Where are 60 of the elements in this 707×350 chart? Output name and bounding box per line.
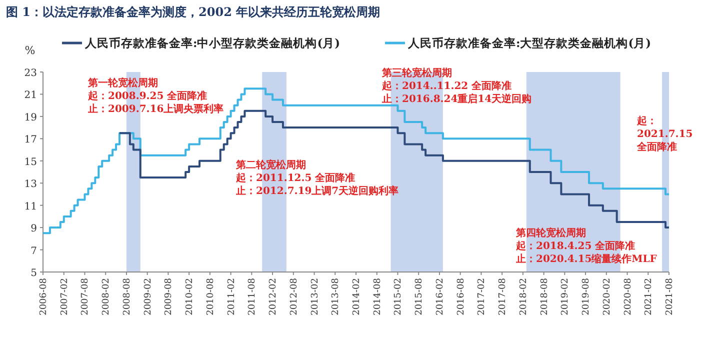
y-tick-label: 9 xyxy=(30,224,37,235)
x-tick-label: 2008-02 xyxy=(102,278,112,316)
x-tick-label: 2011-08 xyxy=(248,278,258,316)
x-tick-label: 2013-08 xyxy=(331,278,342,316)
annotation: 起：2014..11.22 全面降准 xyxy=(381,80,512,92)
x-tick-label: 2017-02 xyxy=(477,278,488,316)
y-tick-label: 11 xyxy=(24,201,37,212)
chart-title: 图 1：以法定存款准备金率为测度，2002 年以来共经历五轮宽松周期 xyxy=(6,5,380,19)
x-tick-label: 2020-02 xyxy=(602,278,612,316)
x-tick-label: 2021-08 xyxy=(665,278,675,316)
x-tick-label: 2018-08 xyxy=(540,278,550,316)
x-tick-label: 2012-08 xyxy=(289,278,300,316)
annotation: 起： xyxy=(636,115,657,127)
x-tick-label: 2017-08 xyxy=(498,278,508,316)
x-tick-label: 2018-02 xyxy=(518,278,529,316)
annotation: 第四轮宽松周期 xyxy=(515,227,586,239)
annotation: 起：2018.4.25 全面降准 xyxy=(515,240,636,252)
y-tick-label: 13 xyxy=(24,179,37,190)
y-tick-label: 7 xyxy=(30,246,37,257)
x-tick-label: 2009-02 xyxy=(143,278,154,316)
x-tick-label: 2008-08 xyxy=(122,278,132,316)
y-tick-label: 5 xyxy=(30,268,37,279)
y-tick-label: 15 xyxy=(24,156,37,168)
x-tick-label: 2006-08 xyxy=(39,278,49,316)
x-tick-label: 2014-08 xyxy=(372,278,383,316)
y-tick-label: 21 xyxy=(24,90,37,102)
x-tick-label: 2016-08 xyxy=(456,278,466,316)
y-tick-label: 17 xyxy=(24,134,37,146)
x-tick-label: 2019-08 xyxy=(582,278,592,316)
x-tick-label: 2011-02 xyxy=(226,278,237,316)
x-tick-label: 2012-02 xyxy=(268,278,279,316)
annotation: 止：2009.7.16上调央票利率 xyxy=(87,103,224,115)
y-tick-label: 19 xyxy=(24,112,37,124)
annotation: 2021.7.15 xyxy=(637,129,693,140)
x-tick-label: 2007-08 xyxy=(80,278,91,316)
annotation: 第一轮宽松周期 xyxy=(87,77,158,89)
x-tick-label: 2010-08 xyxy=(206,278,216,316)
annotation: 止：2012.7.19上调7天逆回购利率 xyxy=(235,185,399,197)
annotation: 止：2020.4.15缩量续作MLF xyxy=(515,253,657,265)
legend-label: 人民币存款准备金率:大型存款类金融机构(月) xyxy=(407,36,652,50)
x-tick-label: 2020-08 xyxy=(623,278,634,316)
annotation: 第二轮宽松周期 xyxy=(235,159,306,171)
x-tick-label: 2016-02 xyxy=(435,278,446,316)
y-tick-label: 23 xyxy=(24,68,37,79)
x-tick-label: 2010-02 xyxy=(185,278,196,316)
x-tick-label: 2019-02 xyxy=(560,278,571,316)
x-tick-label: 2013-02 xyxy=(310,278,320,316)
x-tick-label: 2021-02 xyxy=(644,278,654,316)
y-axis-title: % xyxy=(24,44,36,57)
annotation: 止：2016.8.24重启14天逆回购 xyxy=(381,93,532,105)
legend-label: 人民币存款准备金率:中小型存款类金融机构(月) xyxy=(84,36,340,50)
x-tick-label: 2007-02 xyxy=(60,278,70,316)
x-tick-label: 2015-08 xyxy=(414,278,425,316)
annotation: 第三轮宽松周期 xyxy=(381,67,452,79)
x-tick-label: 2015-02 xyxy=(394,278,404,316)
annotation: 起：2008.9.25 全面降准 xyxy=(87,90,208,102)
annotation: 全面降准 xyxy=(636,141,677,153)
x-tick-label: 2014-02 xyxy=(352,278,362,316)
annotation: 起：2011.12.5 全面降准 xyxy=(235,172,356,184)
x-tick-label: 2009-08 xyxy=(164,278,174,316)
